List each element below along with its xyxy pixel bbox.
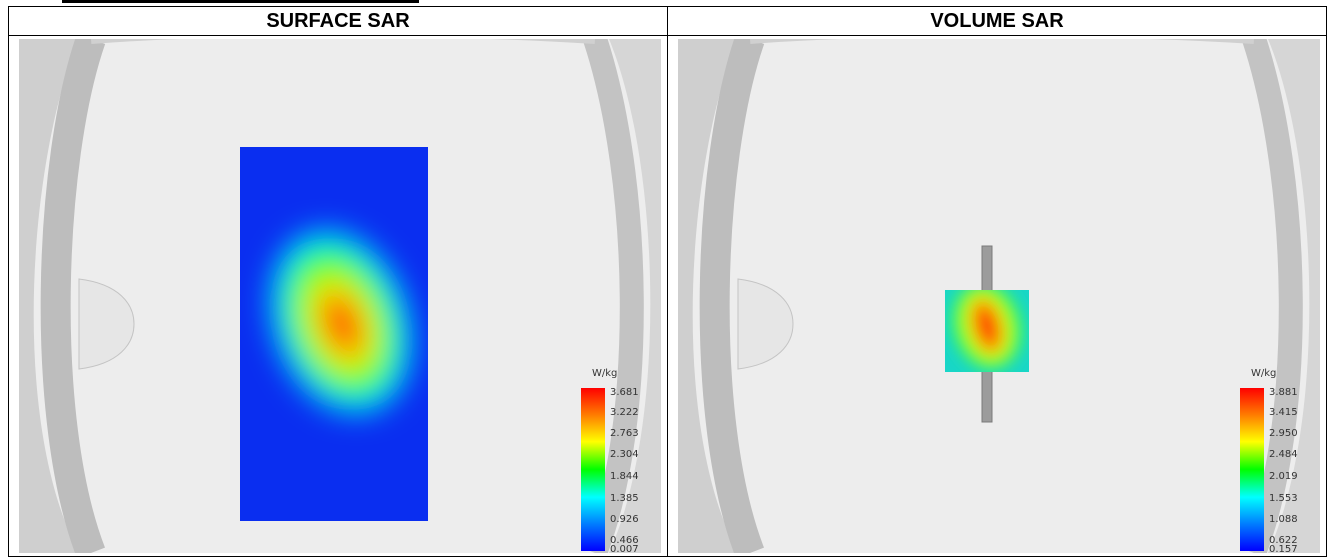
- volume-scale-tick: 0.157: [1269, 544, 1298, 553]
- volume-sar-view: W/kg 3.881 3.415 2.950 2.484 2.019 1.553…: [678, 39, 1320, 553]
- surface-scale-unit: W/kg: [592, 368, 617, 379]
- volume-scale-tick: 3.881: [1269, 387, 1298, 398]
- sar-comparison-table: SURFACE SAR VOLUME SAR: [8, 6, 1327, 557]
- phantom-shell-right: [609, 39, 661, 553]
- volume-scale-tick: 1.553: [1269, 493, 1298, 504]
- surface-scale-tick: 0.926: [610, 514, 639, 525]
- header-surface-sar: SURFACE SAR: [8, 6, 668, 36]
- top-rule: [62, 0, 419, 3]
- volume-scale-tick: 1.088: [1269, 514, 1298, 525]
- surface-scale-tick: 0.007: [610, 544, 639, 553]
- surface-scale-tick: 1.844: [610, 471, 639, 482]
- surface-sar-panel: W/kg 3.681 3.222 2.763 2.304 1.844 1.385…: [19, 39, 661, 553]
- volume-scale-tick: 2.484: [1269, 449, 1298, 460]
- surface-scale-tick: 3.222: [610, 407, 639, 418]
- surface-scale-tick: 2.763: [610, 428, 639, 439]
- surface-sar-cell: W/kg 3.681 3.222 2.763 2.304 1.844 1.385…: [8, 35, 668, 557]
- surface-sar-view: W/kg 3.681 3.222 2.763 2.304 1.844 1.385…: [19, 39, 661, 553]
- volume-sar-cell: W/kg 3.881 3.415 2.950 2.484 2.019 1.553…: [667, 35, 1327, 557]
- volume-scale-tick: 0.622: [1269, 535, 1298, 546]
- volume-scale-tick: 3.415: [1269, 407, 1298, 418]
- surface-scale-tick: 0.466: [610, 535, 639, 546]
- surface-scale-tick: 1.385: [610, 493, 639, 504]
- phantom-shell-right: [1268, 39, 1320, 553]
- volume-scale-unit: W/kg: [1251, 368, 1276, 379]
- volume-scale-tick: 2.950: [1269, 428, 1298, 439]
- surface-scale-tick: 3.681: [610, 387, 639, 398]
- volume-sar-panel: W/kg 3.881 3.415 2.950 2.484 2.019 1.553…: [678, 39, 1320, 553]
- phantom-shell-left: [19, 39, 79, 553]
- volume-scale-tick: 2.019: [1269, 471, 1298, 482]
- volume-color-bar: [1240, 388, 1264, 551]
- phantom-ear-bump: [737, 278, 794, 370]
- surface-color-bar: [581, 388, 605, 551]
- phantom-shell-left: [678, 39, 738, 553]
- surface-scale-tick: 2.304: [610, 449, 639, 460]
- volume-sar-map: [945, 290, 1029, 372]
- surface-sar-map: [240, 147, 428, 521]
- phantom-ear-bump: [78, 278, 135, 370]
- header-volume-sar: VOLUME SAR: [667, 6, 1327, 36]
